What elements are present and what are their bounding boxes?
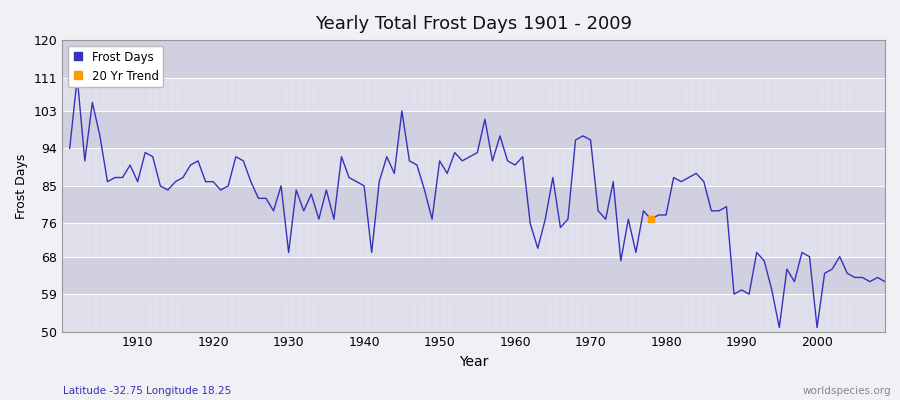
Text: worldspecies.org: worldspecies.org: [803, 386, 891, 396]
Bar: [62, 294, 885, 332]
Bar: [62, 257, 885, 294]
Text: Latitude -32.75 Longitude 18.25: Latitude -32.75 Longitude 18.25: [63, 386, 231, 396]
Bar: [62, 78, 885, 111]
Title: Yearly Total Frost Days 1901 - 2009: Yearly Total Frost Days 1901 - 2009: [315, 15, 632, 33]
Bar: [62, 111, 885, 148]
Bar: [62, 148, 885, 186]
Bar: [62, 40, 885, 78]
Y-axis label: Frost Days: Frost Days: [15, 153, 28, 218]
Bar: [62, 186, 885, 223]
Legend: Frost Days, 20 Yr Trend: Frost Days, 20 Yr Trend: [68, 46, 164, 87]
Bar: [62, 223, 885, 257]
X-axis label: Year: Year: [459, 355, 489, 369]
